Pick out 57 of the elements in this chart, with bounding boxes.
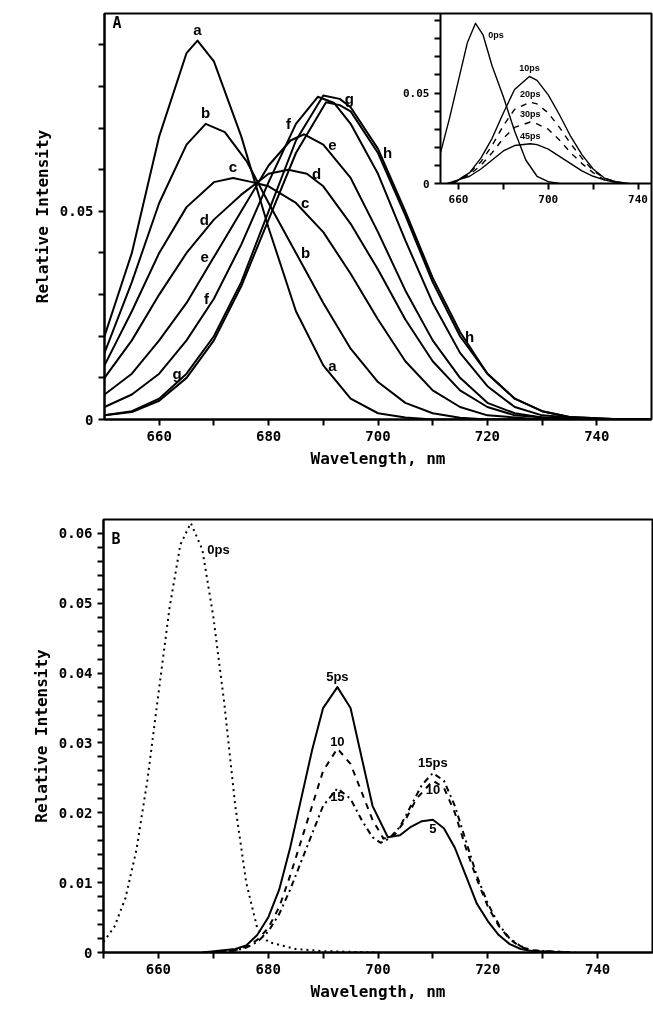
- y-tick-label: 0.06: [58, 525, 93, 542]
- x-tick-label: 700: [538, 192, 559, 206]
- y-tick-label: 0.02: [58, 804, 93, 821]
- y-tick-label: 0.03: [58, 734, 93, 751]
- x-tick-label: 660: [448, 192, 469, 206]
- annotation: c: [228, 157, 238, 175]
- annotation: 30ps: [520, 109, 541, 120]
- annotation: h: [465, 327, 475, 345]
- annotation: b: [201, 103, 211, 121]
- y-tick-label: 0: [85, 411, 94, 428]
- annotation: a: [328, 356, 338, 374]
- annotation: 45ps: [520, 130, 541, 141]
- annotation: e: [200, 248, 209, 266]
- y-tick-label: 0.01: [58, 874, 93, 891]
- annotation: e: [328, 135, 337, 153]
- annotation: a: [193, 20, 203, 38]
- annotation: 5ps: [326, 669, 349, 685]
- x-tick-label: 740: [584, 960, 611, 977]
- annotation: 10: [330, 733, 345, 749]
- y-tick-label: 0.05: [59, 203, 94, 220]
- x-tick-label: 700: [365, 427, 391, 444]
- annotation: 5: [429, 820, 437, 836]
- annotation: B: [111, 529, 121, 548]
- x-tick-label: 740: [628, 192, 648, 206]
- annotation: f: [203, 290, 210, 308]
- annotation: b: [300, 244, 311, 262]
- annotation: 10: [425, 781, 441, 797]
- x-tick-label: 680: [255, 427, 282, 444]
- annotation: 20ps: [520, 89, 541, 100]
- annotation: d: [199, 211, 209, 229]
- annotation: d: [311, 165, 322, 183]
- y-axis-title: Relative Intensity: [31, 648, 51, 823]
- y-tick-label: 0.04: [58, 665, 93, 682]
- y-tick-label: 0.05: [403, 87, 430, 101]
- x-tick-label: 740: [584, 427, 610, 444]
- annotation: 0ps: [207, 542, 230, 558]
- y-tick-label: 0.05: [58, 595, 93, 612]
- annotation: 10ps: [519, 63, 540, 74]
- x-axis-title: Wavelength, nm: [310, 448, 446, 468]
- annotation: c: [300, 194, 310, 212]
- annotation: h: [383, 144, 393, 162]
- y-tick-label: 0: [84, 944, 93, 961]
- x-tick-label: 680: [255, 960, 281, 977]
- y-axis-title: Relative Intensity: [32, 129, 52, 304]
- x-tick-label: 720: [474, 427, 501, 444]
- x-tick-label: 720: [475, 960, 501, 977]
- annotation: g: [344, 90, 354, 108]
- annotation: 15ps: [418, 755, 448, 771]
- annotation: 15: [330, 789, 345, 805]
- y-tick-label: 0: [422, 177, 430, 191]
- x-tick-label: 660: [145, 960, 172, 977]
- x-tick-label: 700: [365, 960, 391, 977]
- x-tick-label: 660: [146, 427, 172, 444]
- x-axis-title: Wavelength, nm: [310, 981, 446, 1001]
- annotation: 0ps: [488, 30, 504, 41]
- annotation: f: [285, 115, 292, 133]
- annotation: A: [112, 13, 122, 32]
